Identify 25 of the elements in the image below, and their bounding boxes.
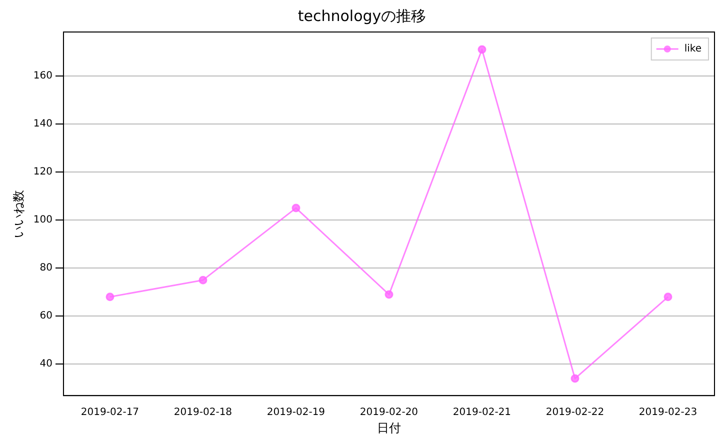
x-tick-label: 2019-02-17 — [80, 407, 140, 418]
x-tick-label: 2019-02-23 — [638, 407, 698, 418]
y-tick-label: 140 — [33, 118, 52, 130]
point — [664, 292, 672, 302]
point — [106, 292, 114, 302]
x-axis-title: 日付 — [376, 420, 401, 435]
y-tick-label: 120 — [33, 166, 52, 178]
y-tick-label: 60 — [40, 310, 52, 322]
point — [570, 374, 580, 383]
point — [384, 290, 394, 299]
x-tick-label: 2019-02-19 — [266, 407, 326, 418]
y-axis-title: いいね数 — [11, 190, 26, 238]
y-tick-label: 80 — [40, 262, 52, 274]
y-tick-label: 100 — [33, 214, 52, 226]
legend-label: like — [684, 44, 702, 55]
point — [198, 276, 208, 284]
x-tick-label: 2019-02-22 — [546, 407, 604, 418]
y-tick-label: 40 — [40, 358, 52, 370]
x-tick-label: 2019-02-20 — [360, 407, 418, 418]
x-tick-label: 2019-02-21 — [452, 407, 512, 418]
y-tick-label: 160 — [33, 70, 52, 82]
point — [478, 45, 486, 54]
chart-title: technologyの推移 — [298, 6, 426, 25]
x-tick-label: 2019-02-18 — [174, 407, 232, 418]
point — [292, 204, 300, 212]
